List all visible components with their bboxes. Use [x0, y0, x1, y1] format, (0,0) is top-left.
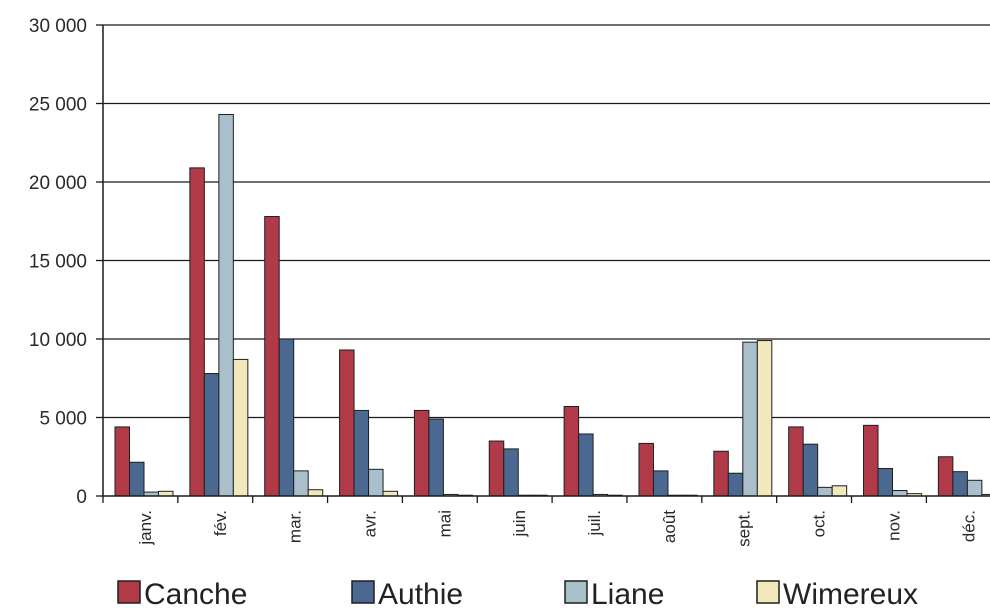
- legend-label-canche: Canche: [144, 578, 247, 608]
- y-axis-ticks: 0 5 000 10 000 15 000 20 000 25 000 30 000: [29, 16, 103, 508]
- y-tick-label: 5 000: [39, 409, 87, 430]
- bar-canche-11: [863, 424, 879, 497]
- x-tick-label: mai: [435, 510, 454, 537]
- bar-liane-4: [368, 468, 384, 497]
- bar-authie-7: [578, 433, 594, 497]
- bar-authie-1: [129, 461, 145, 497]
- bar-canche-12: [937, 456, 954, 497]
- x-axis-labels: janv. fév. mar. avr. mai juin juil. août sept. oc…: [136, 510, 978, 547]
- y-tick-label: 20 000: [29, 173, 87, 194]
- bar-authie-12: [952, 471, 968, 497]
- bar-canche-6: [488, 440, 505, 497]
- bar-liane-11: [892, 490, 908, 497]
- bar-canche-7: [563, 406, 580, 497]
- bar-authie-2: [203, 373, 220, 497]
- bar-authie-9: [727, 472, 744, 497]
- axes: [102, 25, 990, 503]
- bar-authie-8: [652, 470, 669, 497]
- bar-liane-10: [817, 486, 833, 497]
- y-tick-label: 0: [76, 487, 87, 508]
- bar-wimereux-10: [831, 485, 848, 497]
- x-tick-label: déc.: [959, 510, 978, 542]
- bar-liane-12: [966, 479, 983, 497]
- legend-swatch-liane: [564, 580, 588, 604]
- legend-label-liane: Liane: [591, 578, 664, 608]
- bar-liane-3: [293, 470, 309, 497]
- bar-canche-5: [413, 409, 430, 497]
- legend-swatch-canche: [117, 580, 141, 604]
- x-tick-label: juil.: [585, 510, 604, 537]
- y-tick-label: 25 000: [29, 95, 87, 116]
- x-tick-label: janv.: [136, 510, 155, 546]
- bar-wimereux-3: [307, 489, 324, 497]
- bars: [114, 113, 990, 497]
- legend-swatch-wimereux: [756, 580, 780, 604]
- bar-canche-9: [713, 450, 729, 497]
- bar-authie-3: [278, 338, 295, 497]
- bar-liane-9: [742, 341, 758, 497]
- bar-authie-10: [802, 443, 819, 497]
- bar-canche-8: [638, 442, 654, 497]
- x-tick-label: sept.: [735, 510, 754, 547]
- bar-authie-6: [503, 448, 519, 497]
- x-tick-label: août: [660, 510, 679, 543]
- bar-canche-2: [189, 167, 205, 497]
- bar-canche-10: [788, 426, 804, 497]
- legend-swatch-authie: [351, 580, 375, 604]
- x-tick-label: avr.: [360, 510, 379, 537]
- y-tick-label: 10 000: [29, 330, 87, 351]
- legend-label-authie: Authie: [378, 578, 463, 608]
- gridlines: [103, 24, 990, 419]
- legend: Canche Authie Liane Wimereux: [117, 578, 918, 608]
- bar-canche-3: [264, 216, 280, 497]
- bar-canche-1: [114, 426, 130, 497]
- x-tick-label: juin: [510, 510, 529, 537]
- bar-authie-11: [877, 468, 894, 497]
- bar-wimereux-2: [232, 358, 249, 497]
- x-tick-label: oct.: [810, 510, 829, 537]
- x-tick-label: nov.: [884, 510, 903, 541]
- x-tick-label: fév.: [211, 510, 230, 536]
- y-tick-label: 15 000: [29, 252, 87, 273]
- x-tick-label: mar.: [286, 510, 305, 543]
- bar-authie-5: [428, 418, 444, 497]
- legend-label-wimereux: Wimereux: [783, 578, 918, 608]
- bar-authie-4: [353, 409, 370, 497]
- bar-liane-2: [218, 113, 234, 497]
- y-tick-label: 30 000: [29, 16, 87, 37]
- bar-canche-4: [339, 349, 355, 497]
- bar-wimereux-9: [756, 340, 773, 497]
